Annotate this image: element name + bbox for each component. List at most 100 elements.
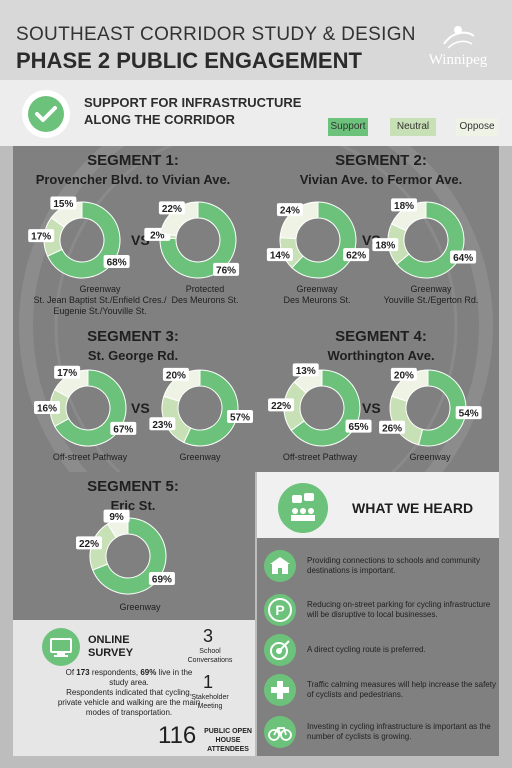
seg2-chart2-label-line1: Greenway <box>410 284 452 294</box>
segment4-subtitle: Worthington Ave. <box>327 348 435 363</box>
bicycle-icon <box>264 716 296 748</box>
seg2-chart1-oppose-slice <box>279 201 319 240</box>
seg2-chart1-oppose-label: 24% <box>280 206 300 217</box>
survey-text-line2: study area. <box>109 678 149 687</box>
seg5-chart1-label: Greenway <box>119 602 161 612</box>
seg2-chart1-support-label-bg <box>343 248 370 262</box>
seg2-chart2-support-slice <box>396 201 465 279</box>
wheel-background-icon <box>19 146 493 472</box>
header: SOUTHEAST CORRIDOR STUDY & DESIGN PHASE … <box>0 0 512 80</box>
seg1-chart2-label-line2: Des Meurons St. <box>171 295 239 305</box>
survey-text: Of 173 respondents, 69% live in the stud… <box>24 668 234 718</box>
seg4-chart2-support-label: 54% <box>459 409 479 420</box>
seg3-chart2-support-slice <box>183 369 239 447</box>
seg2-chart1-neutral-label-bg <box>266 248 293 262</box>
seg1-chart1-support-label-bg <box>103 254 130 268</box>
school-icon <box>264 550 296 582</box>
seg3-chart2-label: Greenway <box>179 452 221 462</box>
heard-item-1: Providing connections to schools and com… <box>307 556 497 576</box>
seg5-chart1-oppose-label-bg <box>103 509 130 523</box>
seg3-chart2-oppose-label-bg <box>162 367 189 381</box>
seg3-chart1-neutral-label-bg <box>34 401 60 414</box>
stakeholder-meeting-label: Stakeholder Meeting <box>183 693 237 711</box>
logo-text: Winnipeg <box>428 52 488 68</box>
open-house-count: 116 <box>158 722 197 749</box>
seg4-chart2-label: Greenway <box>409 452 451 462</box>
open-house-label-line1: PUBLIC OPEN <box>204 728 252 735</box>
seg4-chart2-oppose-label: 20% <box>394 370 414 381</box>
seg5-chart1-support-slice <box>92 517 167 595</box>
seg3-chart2-support-label-bg <box>227 409 254 423</box>
seg4-chart2-neutral-label-bg <box>379 420 406 434</box>
survey-text-line3: Respondents indicated that cycling, <box>66 688 192 697</box>
seg2-chart2-support-label: 64% <box>453 253 473 264</box>
segment5-subtitle: Eric St. <box>110 498 156 513</box>
heard-item-1-line2: destinations is important. <box>307 566 396 575</box>
seg4-chart2-neutral-label: 26% <box>382 423 402 434</box>
seg4-chart1-neutral-label-bg <box>268 398 295 412</box>
seg4-chart2-support-label-bg <box>455 406 482 420</box>
seg2-chart1-support-label: 62% <box>346 251 366 262</box>
header-title-line2: PHASE 2 PUBLIC ENGAGEMENT <box>16 48 362 73</box>
seg1-chart1-oppose-label: 15% <box>53 199 73 210</box>
seg3-chart2-oppose-label: 20% <box>166 370 186 381</box>
seg4-chart1-support-label: 65% <box>349 422 369 433</box>
header-title-line1: SOUTHEAST CORRIDOR STUDY & DESIGN <box>16 24 416 45</box>
open-house-label: PUBLIC OPEN HOUSE ATTENDEES <box>200 727 256 754</box>
seg5-chart1-support-label-bg <box>148 572 175 586</box>
svg-text:P: P <box>275 602 284 618</box>
seg1-chart1-oppose-label-bg <box>50 196 77 210</box>
legend-neutral: Neutral <box>390 118 436 136</box>
school-conversations-count: 3 <box>203 626 214 646</box>
winnipeg-logo: Winnipeg <box>418 22 498 76</box>
seg5-chart1-neutral-label-bg <box>76 536 103 550</box>
seg2-chart1-neutral-label: 14% <box>270 251 290 262</box>
survey-text-line4: private vehicle and walking are the main <box>57 698 201 707</box>
stakeholder-meeting-label-line2: Meeting <box>197 703 223 710</box>
seg2-chart2-oppose-label: 18% <box>394 201 414 212</box>
seg4-chart1-neutral-label: 22% <box>271 401 291 412</box>
seg2-chart1-label: Greenway Des Meurons St. <box>252 284 382 306</box>
seg4-chart1-support-label-bg <box>345 419 372 433</box>
what-we-heard-title: WHAT WE HEARD <box>352 500 474 516</box>
heard-item-2-line1: Reducing on-street parking for cycling i… <box>307 600 491 609</box>
seg5-chart1-neutral-label: 22% <box>79 539 99 550</box>
survey-area-pct: 69% <box>140 668 157 677</box>
seg1-chart1-neutral-label-bg <box>28 229 55 243</box>
heard-item-5-line1: Investing in cycling infrastructure is i… <box>307 722 491 731</box>
stakeholder-meeting-count: 1 <box>203 672 214 692</box>
seg1-chart1-label-line1: Greenway <box>79 284 121 294</box>
survey-title-line2: SURVEY <box>88 647 134 659</box>
segment2-subtitle: Vivian Ave. to Fermor Ave. <box>299 172 463 187</box>
seg3-chart2-oppose-slice <box>163 369 201 402</box>
seg4-chart1-oppose-label: 13% <box>296 366 316 377</box>
seg2-chart1-support-slice <box>291 201 357 279</box>
seg3-chart2-support-label: 57% <box>230 412 250 423</box>
seg2-chart2-neutral-label: 18% <box>375 241 395 252</box>
vs-label-seg4: VS <box>362 400 381 416</box>
seg3-chart2-neutral-label: 23% <box>152 420 172 431</box>
plus-icon <box>264 674 296 706</box>
segment4-title: SEGMENT 4: <box>335 328 427 345</box>
seg2-chart2-oppose-label-bg <box>391 198 418 212</box>
survey-text-line5: modes of transportation. <box>85 708 173 717</box>
seg4-chart2-oppose-label-bg <box>390 367 417 381</box>
open-house-label-line2: HOUSE <box>215 737 241 744</box>
open-house-label-line3: ATTENDEES <box>207 746 249 753</box>
heard-item-2-line2: will be disruptive to local businesses. <box>307 610 438 619</box>
seg1-chart2-oppose-slice <box>160 201 199 237</box>
segment3-subtitle: St. George Rd. <box>87 348 179 363</box>
seg2-chart2-label-line2: Youville St./Egerton Rd. <box>383 295 479 305</box>
survey-text-pre: Of <box>65 668 77 677</box>
seg2-chart1-label-line1: Greenway <box>296 284 338 294</box>
segment2-title: SEGMENT 2: <box>335 152 427 169</box>
survey-text-line1: Of 173 respondents, 69% live in the <box>24 668 234 678</box>
seg3-chart1-oppose-label-bg <box>54 365 81 379</box>
survey-respondents: 173 <box>76 668 90 677</box>
seg3-chart1-label: Off-street Pathway <box>52 452 128 462</box>
seg3-chart1-support-slice <box>54 369 127 447</box>
seg1-chart2-oppose-label-bg <box>158 201 185 215</box>
people-talking-icon <box>278 483 328 533</box>
computer-icon <box>42 628 80 666</box>
